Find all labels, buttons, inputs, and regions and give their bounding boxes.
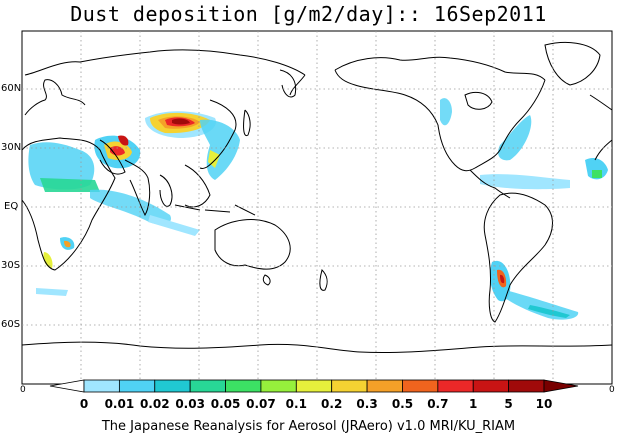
colorbar — [49, 379, 579, 393]
colorbar-label: 0.02 — [139, 397, 170, 411]
colorbar-label: 0.7 — [427, 397, 449, 411]
map-title: Dust deposition [g/m2/day]:: 16Sep2011 — [70, 2, 547, 26]
coastlines — [21, 42, 613, 354]
lat-label-60n: 60N — [1, 83, 22, 94]
lat-label-60s: 60S — [1, 319, 21, 330]
dust-field-sahara — [28, 142, 95, 190]
colorbar-box — [402, 379, 439, 393]
colorbar-label: 0.01 — [104, 397, 135, 411]
colorbar-box — [472, 379, 510, 393]
colorbar-label: 0.2 — [321, 397, 343, 411]
colorbar-box — [508, 379, 545, 393]
colorbar-box — [331, 379, 368, 393]
colorbar-label: 1 — [469, 397, 478, 411]
colorbar-label: 10 — [535, 397, 553, 411]
colorbar-label: 0.07 — [246, 397, 276, 411]
colorbar-label: 0 — [79, 397, 89, 411]
colorbar-label: 0.1 — [285, 397, 307, 411]
colorbar-label: 0.05 — [210, 397, 241, 411]
colorbar-box — [437, 379, 474, 393]
axis-tick-left: 0 — [20, 385, 26, 395]
colorbar-box — [366, 379, 403, 393]
colorbar-box — [189, 379, 226, 393]
colorbar-box — [260, 379, 297, 393]
colorbar-high-arrow — [543, 379, 579, 393]
colorbar-label: 0.5 — [391, 397, 414, 411]
colorbar-label: 0.3 — [356, 397, 378, 411]
graticule — [22, 31, 612, 384]
lat-label-30n: 30N — [1, 142, 22, 153]
colorbar-box — [154, 379, 191, 393]
colorbar-box — [118, 379, 156, 393]
colorbar-box — [295, 379, 333, 393]
lat-label-eq: EQ — [4, 201, 19, 212]
colorbar-box — [225, 379, 262, 393]
colorbar-box — [83, 379, 120, 393]
axis-tick-right: 0 — [609, 385, 615, 395]
lat-label-30s: 30S — [1, 260, 21, 271]
colorbar-label: 5 — [504, 397, 513, 411]
footer-credit: The Japanese Reanalysis for Aerosol (JRA… — [101, 419, 516, 434]
dust-field-north-america — [440, 98, 452, 126]
colorbar-label: 0.03 — [175, 397, 205, 411]
